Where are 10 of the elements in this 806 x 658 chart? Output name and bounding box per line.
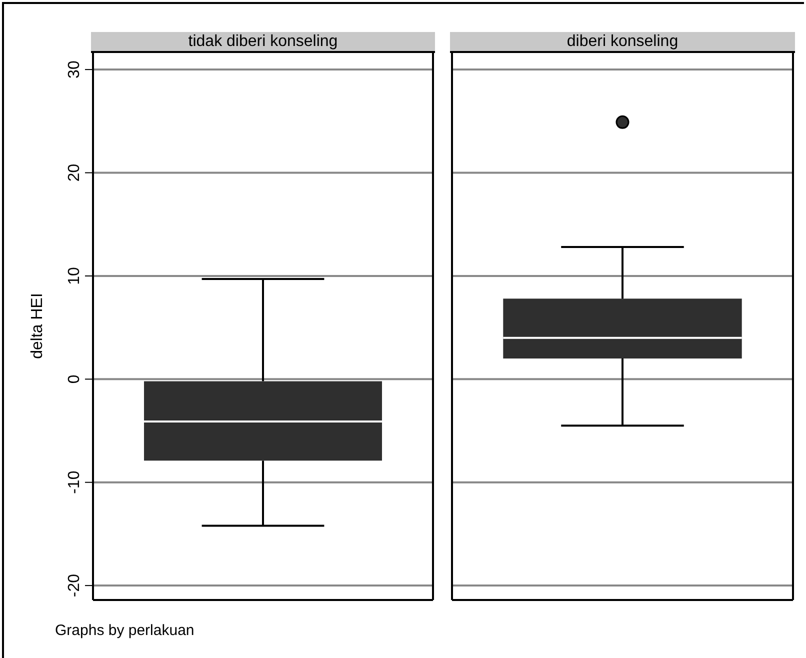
y-tick-label: 30 [66,60,83,78]
y-tick-label: 0 [66,374,83,384]
text: Graphs by perlakuan [55,622,194,639]
y-tick-label: 20 [66,164,83,182]
y-tick-label: -10 [66,470,83,494]
x-tick-label: diberi konseling [450,32,795,53]
y-axis-title: delta HEI [29,293,47,359]
y-tick-label: 10 [66,266,83,285]
y-tick-label: -20 [66,574,83,598]
x-tick-label: tidak diberi konseling [91,32,435,53]
